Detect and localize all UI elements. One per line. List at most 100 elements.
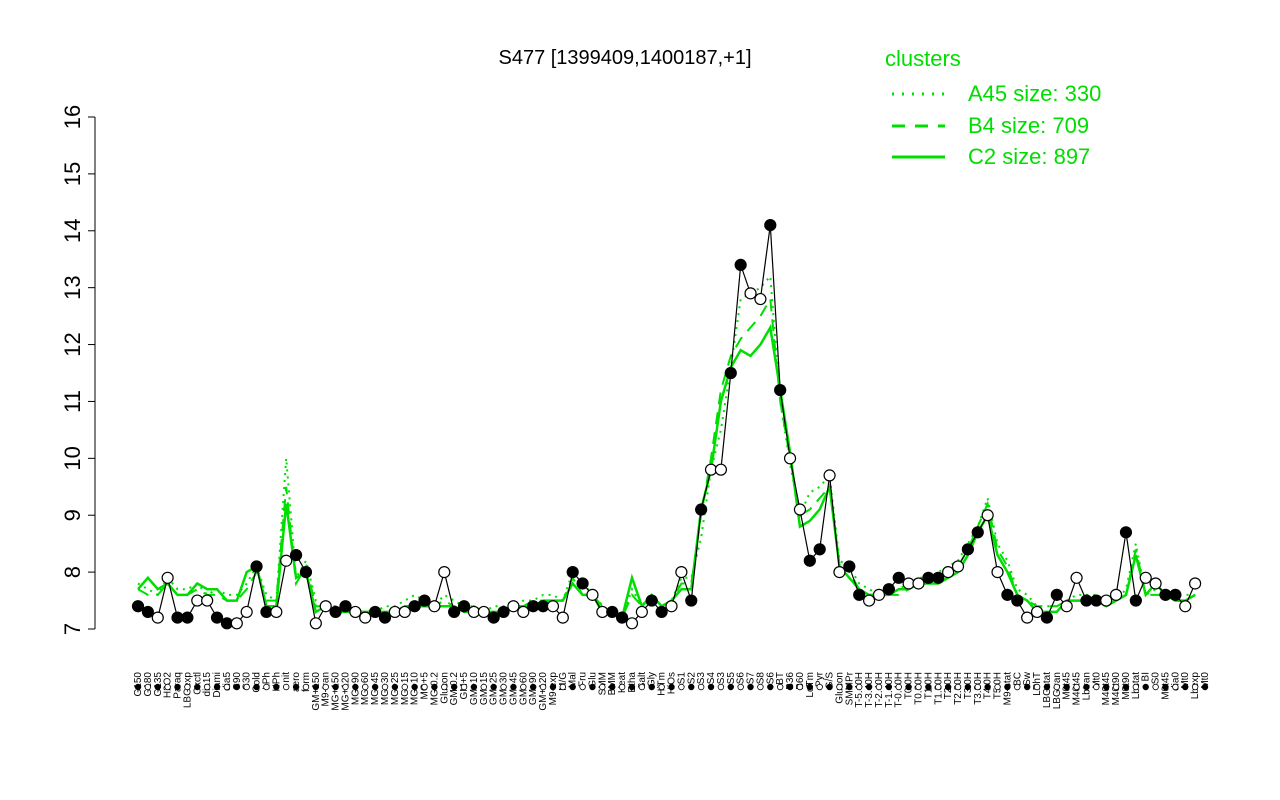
data-point — [329, 605, 342, 619]
rug-mark — [688, 683, 695, 691]
rug-mark — [352, 683, 359, 691]
data-point — [1139, 571, 1152, 584]
rug-mark — [1023, 683, 1031, 691]
data-point — [853, 588, 866, 601]
data-point — [378, 611, 392, 624]
data-point — [685, 594, 698, 607]
rug-mark — [1014, 683, 1021, 691]
data-point — [951, 560, 965, 573]
rug-mark — [362, 683, 369, 691]
x-tick-label: S8 — [755, 672, 766, 685]
y-tick-label: 9 — [60, 509, 85, 521]
data-point — [289, 548, 303, 562]
data-point — [1109, 588, 1123, 601]
x-tick-label: MG+150 — [331, 672, 342, 711]
y-tick-label: 10 — [60, 446, 85, 470]
data-point — [675, 566, 688, 579]
rug-mark — [747, 683, 754, 691]
rug-mark — [144, 683, 152, 691]
x-tick-label: Gly — [647, 672, 658, 687]
x-tick-label: C90 — [232, 672, 243, 691]
rug-mark — [322, 683, 329, 691]
rug-mark — [935, 683, 942, 691]
rug-mark — [154, 683, 161, 691]
data-point — [714, 463, 727, 476]
data-point — [1179, 600, 1192, 613]
rug-mark — [1093, 683, 1100, 691]
rug-mark — [1043, 683, 1051, 691]
rug-mark — [717, 683, 725, 691]
data-point — [625, 617, 639, 630]
rug-mark — [658, 683, 665, 691]
rug-mark — [579, 683, 586, 691]
x-tick-label: Sw — [1022, 671, 1033, 686]
x-tick-label: C30 — [242, 672, 253, 691]
data-point — [764, 218, 777, 232]
x-tick-label: S0 — [1151, 672, 1162, 685]
rug-mark — [1182, 683, 1189, 691]
x-tick-label: Salt — [637, 672, 648, 689]
data-point — [981, 509, 994, 522]
x-tick-label: dia0 — [1170, 672, 1181, 691]
rug-mark — [885, 683, 893, 691]
y-tick-label: 11 — [60, 390, 85, 413]
data-point — [507, 600, 520, 613]
rug-mark — [1083, 683, 1090, 691]
data-point — [151, 611, 164, 624]
rug-mark — [549, 683, 557, 691]
rug-mark — [727, 683, 734, 691]
rug-mark — [618, 683, 626, 691]
data-point — [309, 617, 322, 630]
rug-mark — [164, 683, 171, 691]
series-line — [137, 273, 1196, 620]
data-point — [803, 554, 816, 567]
data-point — [616, 611, 629, 624]
rug-mark — [253, 683, 260, 691]
rug-mark — [510, 683, 517, 691]
rug-mark — [500, 683, 507, 691]
rug-mark — [332, 683, 339, 691]
rug-mark — [559, 683, 567, 691]
x-tick-label: S6 — [765, 672, 776, 685]
rug-mark — [974, 683, 981, 691]
data-point — [438, 566, 451, 579]
rug-mark — [589, 683, 596, 691]
data-point — [655, 605, 668, 619]
rug-mark — [915, 683, 922, 691]
rug-mark — [273, 683, 280, 691]
x-tick-label: Fru — [578, 672, 589, 687]
data-point — [833, 566, 846, 579]
rug-mark — [1073, 683, 1080, 691]
data-point — [823, 469, 836, 482]
data-point — [862, 594, 876, 607]
rug-mark — [450, 683, 458, 691]
data-point — [695, 503, 708, 516]
rug-mark — [401, 683, 408, 691]
data-point — [408, 600, 421, 613]
data-point — [1149, 577, 1162, 590]
rug-mark — [1172, 683, 1179, 691]
rug-mark — [628, 683, 636, 691]
rug-mark — [707, 683, 715, 691]
rug-mark — [490, 683, 497, 691]
x-tick-label: Heat — [617, 672, 628, 693]
x-tick-label: SMM — [597, 672, 608, 695]
data-point — [1040, 611, 1054, 624]
rug-mark — [371, 683, 379, 691]
data-point — [645, 594, 658, 607]
series-line — [137, 323, 1196, 620]
data-point — [1189, 577, 1202, 590]
rug-mark — [569, 683, 576, 691]
y-tick-label: 8 — [60, 566, 85, 578]
data-point — [724, 366, 737, 380]
data-point — [971, 526, 984, 539]
data-point — [230, 617, 243, 630]
data-point — [586, 588, 599, 601]
rug-mark — [856, 683, 863, 691]
x-tick-label: S4 — [706, 672, 717, 685]
x-tick-label: G/S — [825, 672, 836, 690]
rug-mark — [1103, 683, 1110, 691]
y-tick-label: 16 — [60, 105, 85, 129]
data-points — [131, 218, 1202, 630]
